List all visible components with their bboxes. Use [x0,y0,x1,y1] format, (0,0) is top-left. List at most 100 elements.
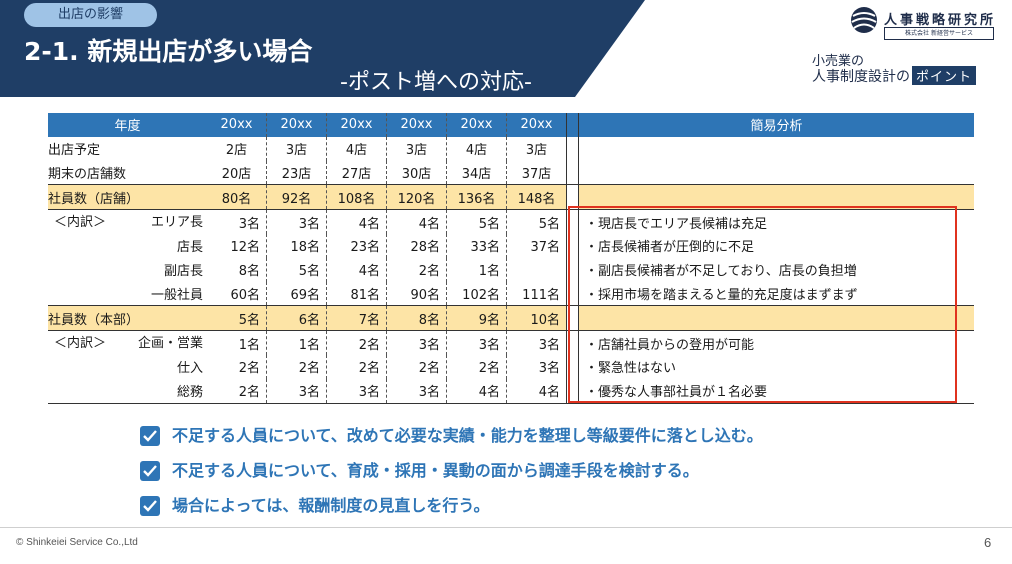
table-row: 一般社員 60名 69名 81名 90名 102名 111名 ・採用市場を踏まえると量的充足度… [48,281,974,306]
page-number: 6 [984,535,992,550]
analysis-highlight-box [568,206,957,403]
staffing-table: 年度 20xx 20xx 20xx 20xx 20xx 20xx 簡易分析 出店… [48,113,974,404]
logo-subtitle: 株式会社 新経営サービス [884,27,994,40]
row-label-cell: 副店長 [163,264,203,280]
company-logo: 人事戦略研究所 株式会社 新経営サービス [850,6,1000,40]
logo-name: 人事戦略研究所 [884,13,997,28]
year-col-6: 20xx [506,113,567,137]
header-banner: 出店の影響 2-1. 新規出店が多い場合 -ポスト増への対応- 人事戦略研究所 … [0,0,1012,97]
value-cell: 5名 [446,209,507,234]
value-cell: 28名 [386,233,447,258]
analysis-header: 簡易分析 [578,113,974,137]
value-cell: 23名 [326,233,387,258]
page-subtitle: -ポスト増への対応- [340,70,532,95]
value-cell: 3名 [386,330,447,355]
table-row: 社員数（店舗） 80名 92名 108名 120名 136名 148名 [48,184,974,211]
value-cell: 4名 [506,378,567,404]
separator [566,160,579,185]
analysis-cell: ・店舗社員からの登用が可能 [585,337,755,353]
value-cell: 1名 [207,330,267,355]
analysis-cell: ・店長候補者が圧倒的に不足 [585,240,755,256]
value-cell: 3店 [266,136,327,161]
value-cell: 5名 [506,209,567,234]
analysis-cell: ・採用市場を踏まえると量的充足度はまずまず [585,287,858,303]
value-cell: 148名 [506,184,567,211]
check-text: 不足する人員について、改めて必要な実績・能力を整理し等級要件に落とし込む。 [172,426,763,445]
value-cell: 2名 [207,378,267,404]
value-cell: 37店 [506,160,567,185]
value-cell: 120名 [386,184,447,211]
table-row: 期末の店舗数 20店 23店 27店 30店 34店 37店 [48,160,975,185]
table-row: 出店予定 2店 3店 4店 3店 4店 3店 [48,136,975,161]
value-cell: 102名 [446,281,507,306]
value-cell: 8名 [386,305,447,332]
row-label-group: ＜内訳＞ エリア長 [48,211,207,230]
value-cell: 2名 [386,354,447,379]
value-cell: 4名 [386,209,447,234]
page-title: 2-1. 新規出店が多い場合 [24,37,313,66]
table-row: ＜内訳＞ エリア長 3名 3名 4名 4名 5名 5名 ・現店長でエリア長候補は充足 [48,209,974,234]
value-cell: 3名 [446,330,507,355]
analysis-cell: ・副店長候補者が不足しており、店長の負担増 [585,264,857,280]
table-row: ＜内訳＞ 企画・営業 1名 1名 2名 3名 3名 3名 ・店舗社員からの登用が可能 [48,330,974,355]
value-cell: 4店 [446,136,507,161]
table-row: 総務 2名 3名 3名 3名 4名 4名 ・優秀な人事部社員が１名必要 [48,378,974,404]
check-text: 場合によっては、報酬制度の見直しを行う。 [172,496,490,515]
value-cell: 80名 [207,184,267,211]
value-cell: 7名 [326,305,387,332]
table-row: 副店長 8名 5名 4名 2名 1名 ・副店長候補者が不足しており、店長の負担増 [48,257,974,282]
analysis-cell: ・緊急性はない [585,361,677,377]
checkbox-checked-icon [140,426,160,446]
value-cell: 3名 [326,378,387,404]
value-cell: 2名 [326,354,387,379]
value-cell: 60名 [207,281,267,306]
year-col-2: 20xx [266,113,327,137]
separator [566,113,579,137]
analysis-cell: ・現店長でエリア長候補は充足 [585,216,768,232]
copyright: © Shinkeiei Service Co.,Ltd [16,537,138,548]
row-label: エリア長 [150,214,203,230]
year-col-1: 20xx [207,113,267,137]
value-cell: 81名 [326,281,387,306]
row-label-cell: 出店予定 [48,143,101,159]
section-badge: 出店の影響 [24,3,157,27]
year-col-4: 20xx [386,113,447,137]
value-cell: 1名 [266,330,327,355]
analysis-cell [578,184,974,211]
value-cell: 3店 [506,136,567,161]
value-cell: 6名 [266,305,327,332]
value-cell: 2名 [266,354,327,379]
row-label-cell: ＜内訳＞ エリア長 [48,210,207,234]
value-cell: 18名 [266,233,327,258]
row-label-group: ＜内訳＞ 企画・営業 [48,332,207,351]
value-cell: 1名 [446,257,507,282]
row-label-cell: ＜内訳＞ 企画・営業 [48,331,207,355]
value-cell: 2店 [207,136,267,161]
breakdown-prefix: ＜内訳＞ [54,214,107,230]
value-cell: 3名 [506,354,567,379]
promo-point: ポイント [912,66,977,85]
value-cell: 9名 [446,305,507,332]
row-label: 企画・営業 [137,335,203,351]
value-cell: 37名 [506,233,567,258]
analysis-cell [579,161,975,185]
value-cell: 20店 [207,160,267,185]
row-label-cell: 期末の店舗数 [48,166,127,182]
promo-line1: 小売業の [812,54,865,69]
check-text: 不足する人員について、育成・採用・異動の面から調達手段を検討する。 [172,461,699,480]
value-cell: 2名 [326,330,387,355]
value-cell: 92名 [266,184,327,211]
value-cell: 69名 [266,281,327,306]
row-label-cell: 一般社員 [150,287,203,303]
value-cell: 3店 [386,136,447,161]
value-cell: 136名 [446,184,507,211]
checkbox-checked-icon [140,496,160,516]
value-cell: 5名 [207,305,267,332]
value-cell: 27店 [326,160,387,185]
value-cell: 3名 [386,378,447,404]
value-cell: 3名 [207,209,267,234]
value-cell: 108名 [326,184,387,211]
analysis-cell [579,137,975,161]
row-label-cell: 社員数（店舗） [48,184,207,211]
logo-globe-icon [851,7,877,33]
